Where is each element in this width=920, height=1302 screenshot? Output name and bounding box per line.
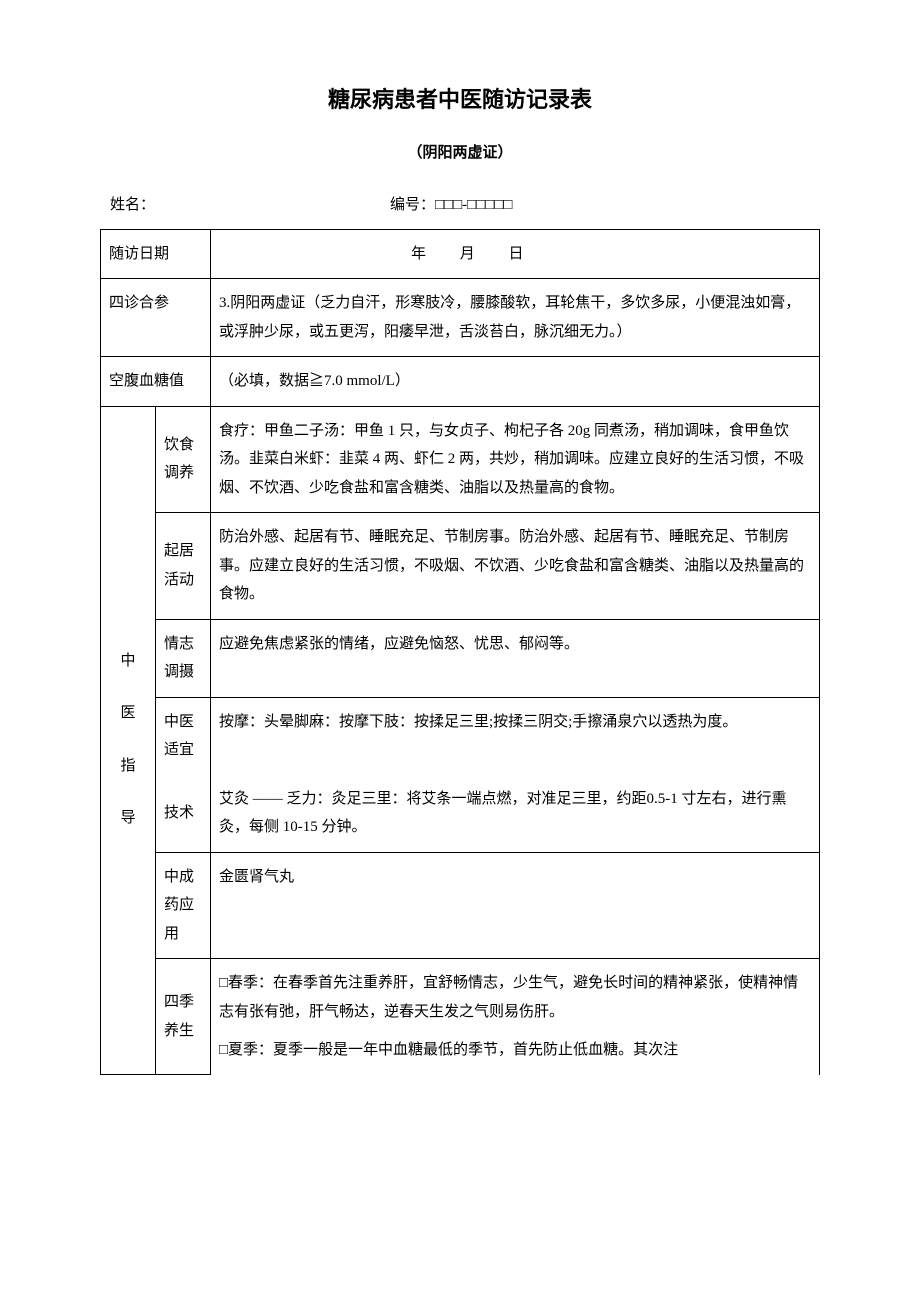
seasons-label: 四季养生 <box>156 959 211 1075</box>
emotion-row: 情志调摄 应避免焦虑紧张的情绪，应避免恼怒、忧思、郁闷等。 <box>101 619 820 697</box>
document-title: 糖尿病患者中医随访记录表 <box>100 80 820 120</box>
emotion-content: 应避免焦虑紧张的情绪，应避免恼怒、忧思、郁闷等。 <box>211 619 820 697</box>
tcm-guidance-group-label: 中 医 指 导 <box>101 406 156 1075</box>
tcm-char-1: 中 <box>109 643 147 681</box>
technique-row-2: 技术 艾灸 —— 乏力：灸足三里：将艾条一端点燃，对准足三里，约距0.5-1 寸… <box>101 775 820 853</box>
record-table: 随访日期 年 月 日 四诊合参 3.阴阳两虚证（乏力自汗，形寒肢冷，腰膝酸软，耳… <box>100 229 820 1076</box>
spring-content: □春季：在春季首先注重养肝，宜舒畅情志，少生气，避免长时间的精神紧张，使精神情志… <box>219 969 811 1026</box>
diet-content: 食疗：甲鱼二子汤：甲鱼 1 只，与女贞子、枸杞子各 20g 同煮汤，稍加调味，食… <box>211 406 820 513</box>
visit-date-value[interactable]: 年 月 日 <box>211 229 820 279</box>
tcm-char-2: 医 <box>109 695 147 733</box>
activity-row: 起居活动 防治外感、起居有节、睡眠充足、节制房事。防治外感、起居有节、睡眠充足、… <box>101 513 820 620</box>
summer-content: □夏季：夏季一般是一年中血糖最低的季节，首先防止低血糖。其次注 <box>219 1036 811 1065</box>
four-diagnosis-label: 四诊合参 <box>101 279 211 357</box>
four-diagnosis-content: 3.阴阳两虚证（乏力自汗，形寒肢冷，腰膝酸软，耳轮焦干，多饮多尿，小便混浊如膏，… <box>211 279 820 357</box>
technique-label-2: 技术 <box>156 775 211 853</box>
technique-label-1: 中医适宜 <box>156 697 211 775</box>
day-label: 日 <box>509 240 524 269</box>
visit-date-row: 随访日期 年 月 日 <box>101 229 820 279</box>
visit-date-label: 随访日期 <box>101 229 211 279</box>
four-diagnosis-row: 四诊合参 3.阴阳两虚证（乏力自汗，形寒肢冷，腰膝酸软，耳轮焦干，多饮多尿，小便… <box>101 279 820 357</box>
diet-label: 饮食调养 <box>156 406 211 513</box>
technique-content-2: 艾灸 —— 乏力：灸足三里：将艾条一端点燃，对准足三里，约距0.5-1 寸左右，… <box>211 775 820 853</box>
emotion-label: 情志调摄 <box>156 619 211 697</box>
fasting-glucose-content[interactable]: （必填，数据≧7.0 mmol/L） <box>211 357 820 407</box>
technique-content-1: 按摩：头晕脚麻：按摩下肢：按揉足三里;按揉三阴交;手擦涌泉穴以透热为度。 <box>211 697 820 775</box>
activity-label: 起居活动 <box>156 513 211 620</box>
medicine-content: 金匮肾气丸 <box>211 852 820 959</box>
seasons-row: 四季养生 □春季：在春季首先注重养肝，宜舒畅情志，少生气，避免长时间的精神紧张，… <box>101 959 820 1075</box>
year-label: 年 <box>411 240 426 269</box>
fasting-glucose-row: 空腹血糖值 （必填，数据≧7.0 mmol/L） <box>101 357 820 407</box>
diet-row: 中 医 指 导 饮食调养 食疗：甲鱼二子汤：甲鱼 1 只，与女贞子、枸杞子各 2… <box>101 406 820 513</box>
tcm-char-3: 指 <box>109 748 147 786</box>
document-subtitle: （阴阳两虚证） <box>100 140 820 167</box>
technique-row-1: 中医适宜 按摩：头晕脚麻：按摩下肢：按揉足三里;按揉三阴交;手擦涌泉穴以透热为度… <box>101 697 820 775</box>
medicine-row: 中成药应用 金匮肾气丸 <box>101 852 820 959</box>
name-label: 姓名： <box>110 192 390 219</box>
medicine-label: 中成药应用 <box>156 852 211 959</box>
activity-content: 防治外感、起居有节、睡眠充足、节制房事。防治外感、起居有节、睡眠充足、节制房事。… <box>211 513 820 620</box>
id-label: 编号：□□□-□□□□□ <box>390 192 820 219</box>
header-row: 姓名： 编号：□□□-□□□□□ <box>100 192 820 219</box>
seasons-content: □春季：在春季首先注重养肝，宜舒畅情志，少生气，避免长时间的精神紧张，使精神情志… <box>211 959 820 1075</box>
month-label: 月 <box>460 240 475 269</box>
tcm-char-4: 导 <box>109 800 147 838</box>
fasting-glucose-label: 空腹血糖值 <box>101 357 211 407</box>
